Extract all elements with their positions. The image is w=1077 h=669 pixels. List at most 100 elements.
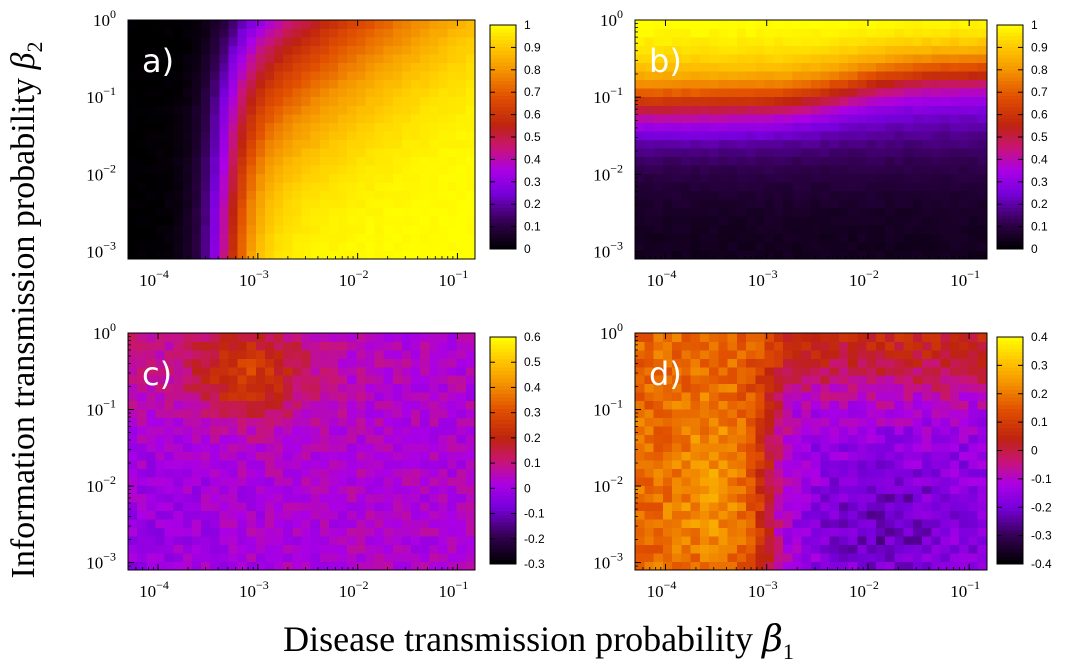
heatmap-cell <box>447 241 458 251</box>
heatmap-cell <box>681 233 691 243</box>
heatmap-cell <box>801 233 812 243</box>
heatmap-cell <box>820 476 830 486</box>
heatmap-cell <box>155 502 165 512</box>
heatmap-cell <box>246 527 257 537</box>
heatmap-cell <box>811 468 821 478</box>
heatmap-cell <box>128 79 138 89</box>
heatmap-cell <box>940 375 951 385</box>
heatmap-cell <box>801 375 812 385</box>
heatmap-cell <box>356 502 366 512</box>
heatmap-cell <box>164 241 175 251</box>
heatmap-cell <box>922 173 932 183</box>
heatmap-cell <box>848 451 858 461</box>
heatmap-cell <box>848 37 858 47</box>
heatmap-cell <box>155 341 165 351</box>
heatmap-cell <box>912 561 923 571</box>
heatmap-cell <box>820 241 830 251</box>
heatmap-cell <box>644 341 654 351</box>
heatmap-cell <box>718 366 729 376</box>
heatmap-cell <box>219 459 229 469</box>
heatmap-cell <box>690 443 701 452</box>
heatmap-cell <box>255 392 266 402</box>
heatmap-cell <box>438 79 448 89</box>
heatmap-cell <box>903 88 914 98</box>
heatmap-cell <box>301 502 312 512</box>
heatmap-cell <box>191 241 202 251</box>
heatmap-cell <box>356 156 366 166</box>
heatmap-cell <box>848 224 858 234</box>
heatmap-cell <box>764 113 775 123</box>
colorbar-segment <box>997 560 1023 565</box>
heatmap-cell <box>903 349 914 359</box>
heatmap-cell <box>885 383 895 393</box>
heatmap-cell <box>155 493 165 503</box>
heatmap-cell <box>635 459 645 469</box>
heatmap-cell <box>347 241 357 251</box>
heatmap-cell <box>274 485 284 495</box>
heatmap-cell <box>292 105 302 115</box>
heatmap-cell <box>401 37 412 47</box>
heatmap-cell <box>365 400 375 410</box>
heatmap-cell <box>940 417 951 427</box>
heatmap-cell <box>718 71 729 81</box>
heatmap-cell <box>838 451 849 461</box>
heatmap-cell <box>420 451 430 461</box>
heatmap-cell <box>672 96 682 106</box>
heatmap-cell <box>447 105 458 115</box>
heatmap-cell <box>672 71 682 81</box>
heatmap-cell <box>644 443 654 452</box>
heatmap-cell <box>383 417 394 427</box>
heatmap-cell <box>755 62 766 72</box>
heatmap-cell <box>940 207 951 217</box>
heatmap-cell <box>773 165 784 175</box>
heatmap-cell <box>894 105 905 115</box>
heatmap-cell <box>875 139 886 149</box>
heatmap-cell <box>383 434 394 444</box>
heatmap-cell <box>164 165 175 175</box>
heatmap-cell <box>201 113 211 123</box>
heatmap-cell <box>328 79 339 89</box>
heatmap-cell <box>338 105 348 115</box>
heatmap-cell <box>155 459 165 469</box>
colorbar-segment <box>997 51 1023 56</box>
heatmap-cell <box>699 173 710 183</box>
heatmap-cell <box>137 459 147 469</box>
heatmap-cell <box>773 519 784 529</box>
heatmap-cell <box>792 426 803 435</box>
heatmap-cell <box>681 527 691 537</box>
heatmap-cell <box>429 148 439 157</box>
heatmap-cell <box>365 349 375 359</box>
heatmap-cell <box>662 400 673 410</box>
heatmap-cell <box>255 28 266 38</box>
heatmap-cell <box>274 45 284 55</box>
heatmap-cell <box>773 156 784 166</box>
heatmap-cell <box>438 417 448 427</box>
heatmap-cell <box>128 527 138 537</box>
heatmap-cell <box>356 476 366 486</box>
heatmap-cell <box>411 375 421 385</box>
heatmap-cell <box>255 241 266 251</box>
heatmap-cell <box>392 122 403 132</box>
heatmap-cell <box>783 476 793 486</box>
heatmap-cell <box>709 443 719 452</box>
heatmap-cell <box>201 156 211 166</box>
heatmap-cell <box>182 510 193 520</box>
heatmap-cell <box>146 156 156 166</box>
heatmap-cell <box>773 553 784 562</box>
heatmap-cell <box>201 216 211 226</box>
heatmap-cell <box>228 417 238 427</box>
heatmap-cell <box>959 173 969 183</box>
heatmap-cell <box>365 148 375 157</box>
heatmap-cell <box>456 190 467 200</box>
heatmap-cell <box>137 409 147 419</box>
heatmap-cell <box>182 426 193 435</box>
heatmap-cell <box>338 417 348 427</box>
heatmap-cell <box>653 485 664 495</box>
heatmap-cell <box>801 553 812 562</box>
heatmap-cell <box>736 173 747 183</box>
heatmap-cell <box>764 139 775 149</box>
heatmap-cell <box>959 165 969 175</box>
heatmap-cell <box>635 485 645 495</box>
heatmap-cell <box>931 366 942 376</box>
heatmap-cell <box>718 502 729 512</box>
